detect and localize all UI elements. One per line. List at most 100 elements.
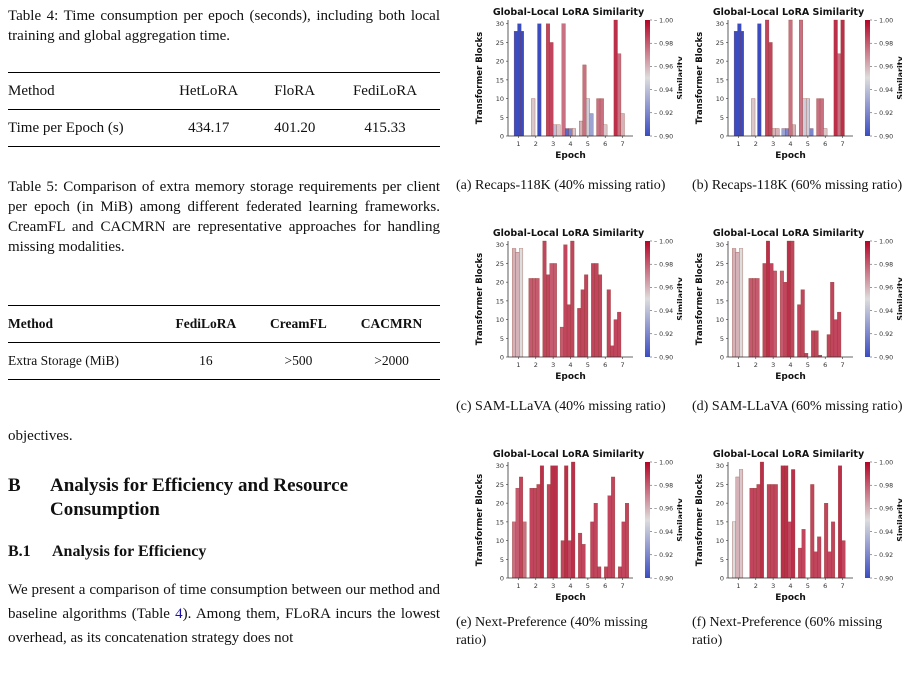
chart-bar [567, 540, 572, 579]
x-tick-label: 3 [551, 140, 555, 148]
x-tick-label: 3 [771, 140, 775, 148]
chart-bar [570, 240, 575, 358]
colorbar-tick-label: – 0.94 [654, 529, 673, 536]
colorbar-tick-label: – 0.90 [874, 133, 893, 140]
chart-bar [805, 98, 810, 137]
chart-bar [781, 128, 786, 137]
chart-bar [596, 98, 601, 137]
y-tick-label: 10 [716, 316, 724, 324]
chart-bar [559, 326, 564, 358]
colorbar-label: Similarity [896, 276, 902, 320]
chart-bar [552, 124, 557, 137]
chart-bar [833, 19, 838, 137]
chart-bar [814, 330, 819, 358]
y-tick-label: 10 [496, 316, 504, 324]
y-tick-label: 20 [716, 58, 724, 66]
x-tick-label: 1 [516, 582, 520, 590]
colorbar-tick-label: – 1.00 [654, 238, 673, 245]
chart-bar [735, 476, 740, 579]
similarity-chart-1: Global-Local LoRA Similarity Transformer … [695, 7, 902, 161]
chart-bar [769, 263, 774, 358]
colorbar [865, 462, 870, 578]
x-tick-label: 6 [603, 361, 607, 369]
y-tick-label: 5 [500, 114, 504, 122]
x-tick-label: 4 [568, 361, 572, 369]
chart-bar [531, 98, 536, 137]
x-tick-label: 7 [841, 140, 845, 148]
chart-bar [837, 311, 842, 358]
x-axis-label: Epoch [555, 372, 586, 382]
similarity-chart-2: Global-Local LoRA Similarity Transformer … [475, 228, 682, 382]
chart-bar [528, 278, 533, 358]
colorbar-tick-label: – 0.92 [874, 110, 893, 117]
chart-bar [739, 469, 744, 579]
chart-bar [512, 521, 517, 579]
chart-bar [735, 252, 740, 358]
y-tick-label: 15 [716, 518, 724, 526]
colorbar-tick-label: – 0.98 [874, 41, 893, 48]
chart-bar [611, 476, 616, 579]
objectives-text: objectives. [8, 428, 73, 444]
table-row: Time per Epoch (s) 434.17 401.20 415.33 [8, 109, 440, 147]
chart-title: Global-Local LoRA Similarity [493, 228, 645, 239]
chart-bar [799, 19, 803, 137]
colorbar [645, 241, 650, 357]
y-tick-label: 25 [496, 481, 504, 489]
x-axis-label: Epoch [775, 151, 806, 161]
y-tick-label: 5 [500, 556, 504, 564]
x-tick-label: 3 [551, 582, 555, 590]
table4-cell-hetlora: 434.17 [188, 119, 230, 136]
chart-bar [617, 311, 622, 358]
x-tick-label: 1 [516, 140, 520, 148]
x-tick-label: 6 [823, 582, 827, 590]
y-tick-label: 30 [716, 20, 724, 28]
y-tick-label: 20 [496, 279, 504, 287]
colorbar-tick-label: – 0.94 [874, 529, 893, 536]
chart-bar [591, 263, 596, 358]
table4-header-method: Method [8, 82, 55, 99]
x-tick-label: 7 [621, 140, 625, 148]
colorbar-tick-label: – 0.94 [874, 87, 893, 94]
colorbar-tick-label: – 0.94 [654, 308, 673, 315]
table-reference-link[interactable]: 4 [175, 606, 183, 622]
colorbar-tick-label: – 0.92 [874, 552, 893, 559]
chart-bar [549, 263, 554, 358]
chart-bar [792, 124, 796, 137]
colorbar-label: Similarity [676, 276, 682, 320]
chart-title: Global-Local LoRA Similarity [713, 228, 865, 239]
x-tick-label: 5 [806, 140, 810, 148]
x-tick-label: 6 [603, 582, 607, 590]
y-tick-label: 25 [496, 260, 504, 268]
chart-bar [772, 128, 777, 137]
chart-bar [788, 19, 793, 137]
y-tick-label: 10 [496, 537, 504, 545]
y-tick-label: 5 [720, 556, 724, 564]
x-tick-label: 7 [621, 361, 625, 369]
x-tick-label: 7 [841, 582, 845, 590]
table5-cell-cacmrn: >2000 [374, 353, 409, 368]
x-tick-label: 4 [568, 140, 572, 148]
chart-bar [840, 19, 845, 137]
table4-cell-fedilora: 415.33 [364, 119, 406, 136]
y-tick-label: 10 [496, 95, 504, 103]
chart-bar [810, 484, 815, 579]
x-axis-label: Epoch [555, 151, 586, 161]
chart-bar [584, 274, 589, 358]
chart-bar [773, 484, 778, 579]
colorbar-label: Similarity [896, 497, 902, 541]
x-tick-label: 1 [736, 582, 740, 590]
chart-bar [791, 469, 796, 579]
chart-bar [580, 289, 585, 358]
y-tick-label: 25 [716, 39, 724, 47]
x-tick-label: 6 [823, 361, 827, 369]
subfigure-caption: (a) Recaps-118K (40% missing ratio) [456, 178, 666, 193]
colorbar-tick-label: – 1.00 [654, 459, 673, 466]
x-tick-label: 3 [771, 361, 775, 369]
y-tick-label: 0 [720, 133, 724, 141]
chart-bar [732, 521, 737, 579]
chart-bar [606, 289, 611, 358]
similarity-chart-4: Global-Local LoRA Similarity Transformer … [475, 449, 682, 603]
chart-bar [823, 128, 828, 137]
chart-bar [732, 248, 737, 358]
chart-bar [594, 263, 599, 358]
